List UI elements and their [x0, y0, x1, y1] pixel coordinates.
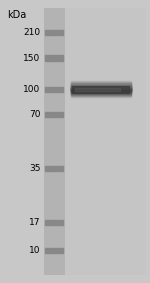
Bar — [70, 82, 130, 85]
Bar — [70, 91, 130, 94]
Bar — [70, 84, 130, 86]
Bar — [70, 93, 130, 95]
Bar — [70, 87, 130, 89]
Bar — [70, 90, 130, 93]
Bar — [70, 89, 130, 92]
Bar — [70, 84, 130, 87]
Bar — [70, 87, 130, 89]
Bar — [70, 91, 130, 93]
Bar — [45, 166, 63, 171]
Bar — [70, 94, 130, 96]
Bar — [70, 85, 130, 87]
Bar — [45, 248, 63, 253]
Bar — [70, 86, 130, 88]
Text: 150: 150 — [23, 53, 40, 63]
Bar — [72, 86, 129, 93]
Bar — [70, 89, 130, 91]
Bar — [70, 94, 130, 97]
Bar — [70, 85, 130, 87]
Bar — [45, 112, 63, 117]
Bar — [70, 95, 130, 97]
Bar — [45, 220, 63, 225]
Bar — [70, 81, 130, 83]
Bar — [70, 92, 130, 95]
Bar — [70, 93, 130, 96]
Bar — [70, 96, 130, 98]
Bar — [70, 81, 130, 83]
Bar — [70, 83, 130, 86]
Text: kDa: kDa — [8, 10, 27, 20]
Bar — [45, 55, 63, 61]
Bar — [45, 30, 63, 35]
Bar — [70, 95, 130, 97]
Text: 35: 35 — [29, 164, 40, 173]
Text: 10: 10 — [29, 246, 40, 255]
Bar — [70, 86, 130, 89]
Bar — [75, 88, 120, 91]
Bar — [45, 87, 63, 92]
Bar — [70, 91, 130, 93]
Bar — [70, 95, 130, 98]
Bar — [70, 85, 130, 88]
Text: 100: 100 — [23, 85, 40, 94]
Text: 17: 17 — [29, 218, 40, 227]
Bar — [70, 82, 130, 84]
Bar — [70, 82, 130, 84]
Bar — [70, 87, 130, 90]
Bar — [70, 83, 130, 85]
Bar — [70, 80, 130, 83]
Bar — [70, 93, 130, 95]
Bar — [70, 88, 130, 90]
Bar — [70, 92, 130, 94]
Text: 210: 210 — [23, 28, 40, 37]
Bar — [70, 89, 130, 91]
Bar — [70, 88, 130, 91]
Bar — [70, 90, 130, 92]
Bar — [70, 83, 130, 85]
Text: 70: 70 — [29, 110, 40, 119]
